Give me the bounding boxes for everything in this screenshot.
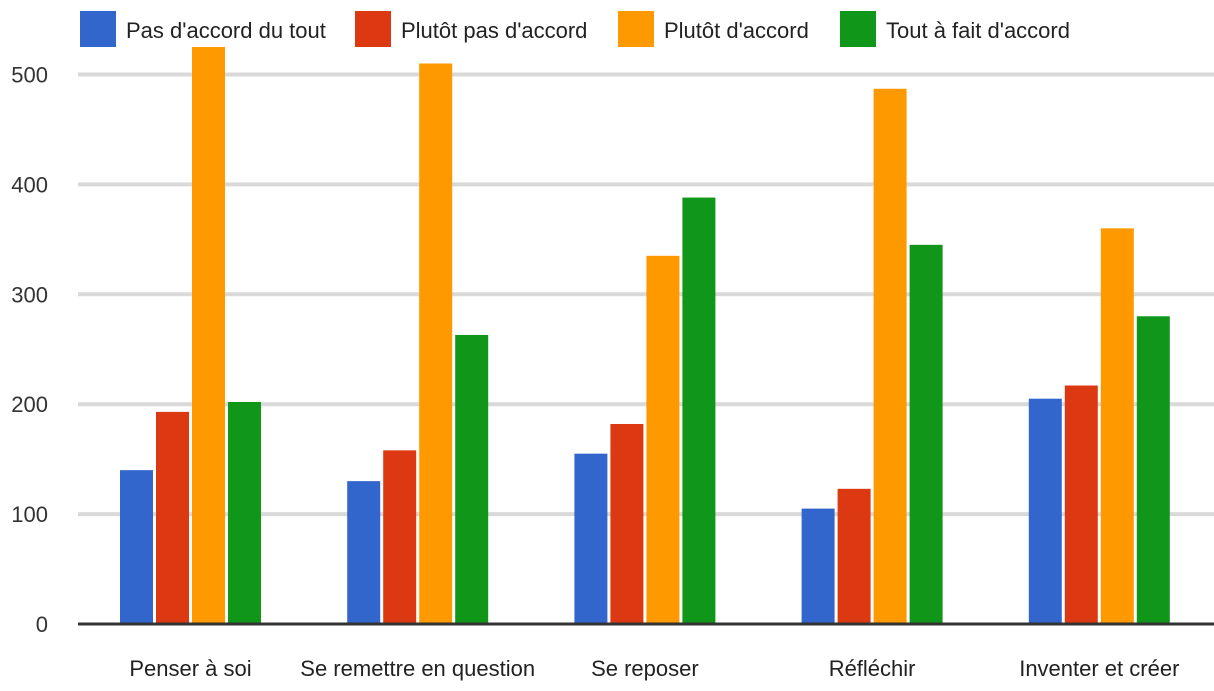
- bar: [1136, 316, 1170, 624]
- x-tick-label: Penser à soi: [129, 656, 251, 681]
- bar: [801, 508, 835, 624]
- legend-swatch: [840, 11, 876, 47]
- bar: [156, 411, 189, 624]
- y-tick-label: 200: [11, 392, 48, 417]
- y-axis: 0 100 200 300 400 500: [11, 62, 48, 637]
- legend-label: Tout à fait d'accord: [886, 18, 1070, 43]
- y-tick-label: 0: [36, 612, 48, 637]
- bar: [120, 470, 153, 624]
- bar: [192, 47, 225, 624]
- legend-label: Pas d'accord du tout: [126, 18, 326, 43]
- bar: [909, 244, 943, 625]
- y-tick-label: 400: [11, 172, 48, 197]
- x-tick-label: Se reposer: [591, 656, 699, 681]
- bar: [610, 423, 644, 624]
- legend: Pas d'accord du tout Plutôt pas d'accord P…: [80, 11, 1070, 47]
- x-tick-label: Inventer et créer: [1019, 656, 1179, 681]
- bar: [455, 334, 489, 624]
- legend-label: Plutôt pas d'accord: [401, 18, 587, 43]
- bar: [646, 255, 680, 625]
- bar: [383, 450, 417, 624]
- x-axis: Penser à soi Se remettre en question Se re…: [78, 622, 1214, 681]
- y-tick-label: 300: [11, 282, 48, 307]
- x-tick-label: Se remettre en question: [300, 656, 535, 681]
- legend-label: Plutôt d'accord: [664, 18, 809, 43]
- bar: [837, 488, 871, 624]
- bar: [228, 401, 261, 624]
- bar: [574, 453, 608, 624]
- bar: [1064, 385, 1098, 624]
- x-tick-label: Réfléchir: [829, 656, 916, 681]
- legend-swatch: [355, 11, 391, 47]
- bar: [419, 63, 453, 624]
- bar: [347, 481, 381, 624]
- bar: [1028, 398, 1062, 624]
- legend-swatch: [618, 11, 654, 47]
- bars: [120, 47, 1170, 625]
- gridlines: [78, 72, 1214, 517]
- y-tick-label: 100: [11, 502, 48, 527]
- bar: [1100, 228, 1134, 625]
- legend-swatch: [80, 11, 116, 47]
- bar: [682, 197, 716, 624]
- bar: [873, 88, 907, 625]
- y-tick-label: 500: [11, 62, 48, 87]
